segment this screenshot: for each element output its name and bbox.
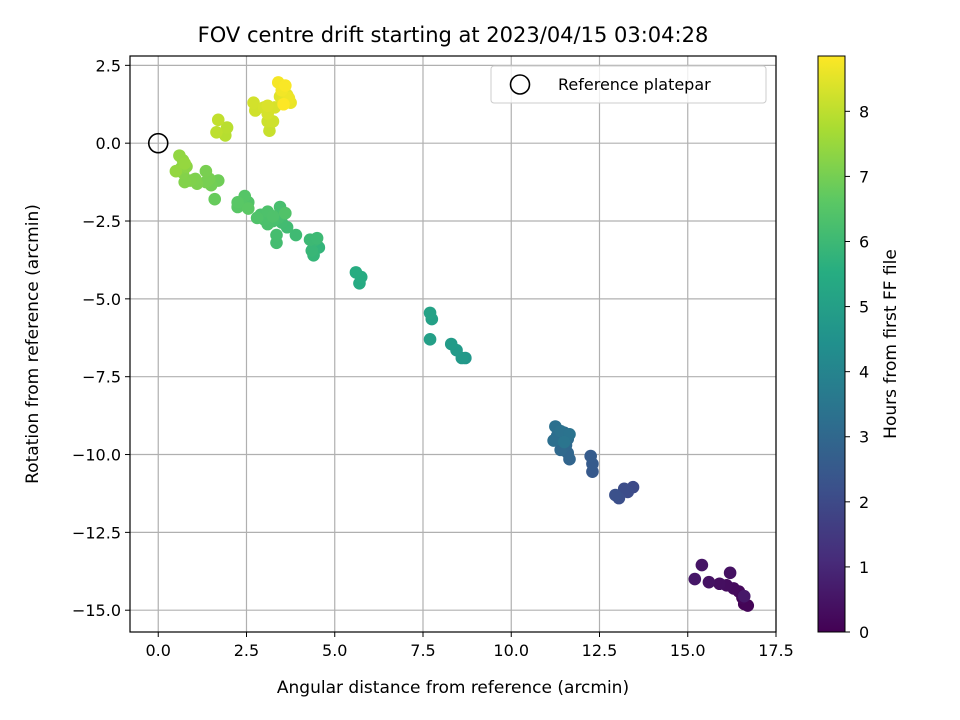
data-point [231, 196, 244, 209]
colorbar-tick-label: 8 [859, 102, 869, 121]
data-point [279, 206, 292, 220]
colorbar-tick-label: 7 [859, 167, 869, 186]
data-point [266, 210, 280, 223]
legend-entry-label: Reference platepar [558, 75, 711, 94]
colorbar-tick-label: 0 [859, 623, 869, 642]
x-tick-label: 15.0 [670, 641, 706, 660]
data-point [547, 434, 560, 447]
colorbar-ticks: 0 1 2 3 4 5 6 7 8 [845, 102, 869, 642]
data-point [349, 266, 363, 279]
data-point [270, 228, 283, 242]
colorbar-label: Hours from first FF file [881, 249, 901, 439]
y-tick-label: −15.0 [72, 601, 121, 620]
x-axis-label: Angular distance from reference (arcmin) [277, 678, 629, 698]
x-axis: 0.0 2.5 5.0 7.5 10.0 12.5 15.0 17.5 [146, 632, 794, 660]
y-tick-label: 2.5 [96, 56, 121, 75]
x-tick-label: 10.0 [493, 641, 529, 660]
data-point [169, 164, 183, 178]
colorbar-tick-label: 4 [859, 363, 869, 382]
data-point [199, 164, 213, 178]
data-point [210, 125, 223, 139]
colorbar-tick-label: 1 [859, 558, 869, 577]
x-tick-label: 0.0 [146, 641, 171, 660]
y-axis-label: Rotation from reference (arcmin) [23, 204, 43, 484]
legend-marker-icon [509, 74, 531, 95]
scatter-points [169, 76, 755, 612]
y-tick-label: 0.0 [96, 134, 121, 153]
data-point [609, 488, 622, 502]
data-point [208, 192, 222, 206]
x-tick-label: 7.5 [410, 641, 435, 660]
data-point [423, 306, 437, 320]
x-tick-label: 5.0 [322, 641, 347, 660]
data-point [723, 566, 737, 580]
data-point [310, 231, 324, 245]
data-point [220, 121, 234, 134]
data-point [261, 99, 274, 113]
x-tick-label: 2.5 [234, 641, 259, 660]
data-point [277, 97, 290, 111]
y-tick-label: −7.5 [82, 368, 121, 387]
data-point [289, 228, 303, 242]
data-point [178, 157, 192, 170]
legend-box [490, 65, 767, 104]
data-point [211, 113, 225, 127]
data-point [279, 79, 292, 92]
plot-frame [129, 55, 777, 633]
data-point [305, 244, 319, 257]
y-tick-label: −5.0 [82, 290, 121, 309]
data-point [688, 572, 702, 586]
y-tick-label: −10.0 [72, 446, 121, 465]
data-point [178, 175, 192, 189]
data-point [444, 337, 458, 351]
y-axis: 2.5 0.0 −2.5 −5.0 −7.5 −10.0 −12.5 −15.0 [72, 56, 130, 620]
colorbar-tick-label: 2 [859, 493, 869, 512]
data-point [584, 449, 597, 463]
y-tick-label: −12.5 [72, 523, 121, 542]
data-point [695, 558, 709, 572]
data-point [737, 589, 751, 603]
y-tick-label: −2.5 [82, 212, 121, 231]
colorbar-tick-label: 3 [859, 428, 869, 447]
data-point [713, 577, 726, 591]
grid-lines [130, 56, 777, 632]
reference-platepar-marker [147, 132, 169, 154]
x-tick-label: 17.5 [758, 641, 794, 660]
x-tick-label: 12.5 [582, 641, 618, 660]
data-point [247, 96, 260, 110]
legend: Reference platepar [490, 65, 767, 104]
data-point [250, 211, 264, 225]
chart-title: FOV centre drift starting at 2023/04/15 … [198, 23, 709, 47]
data-point [423, 333, 437, 346]
data-point [557, 435, 571, 449]
colorbar-tick-label: 6 [859, 232, 869, 251]
data-point [241, 202, 255, 215]
data-point [702, 575, 716, 589]
colorbar-tick-label: 5 [859, 298, 869, 317]
colorbar: 0 1 2 3 4 5 6 7 8 Hours from first FF file [817, 55, 901, 642]
data-point [617, 482, 631, 496]
colorbar-gradient [817, 55, 846, 633]
